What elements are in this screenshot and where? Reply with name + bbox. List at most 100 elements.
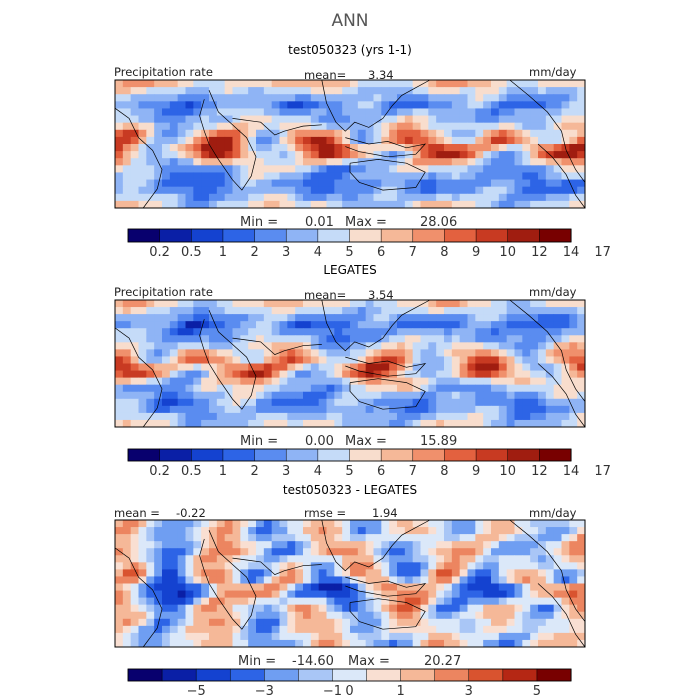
panel1-colorbar-tick-label: 8 — [440, 245, 448, 260]
panel2-grid-cell — [303, 363, 312, 371]
panel1-grid-cell — [365, 186, 374, 195]
panel1-map-frame — [114, 79, 586, 209]
panel2-grid-cell — [561, 384, 570, 393]
panel1-grid-cell — [412, 108, 421, 116]
panel1-grid-cell — [530, 136, 539, 145]
panel1-grid-cell — [232, 122, 241, 131]
panel2-grid-cell — [279, 391, 288, 400]
panel2-grid-cell — [130, 328, 139, 336]
panel2-grid-cell — [381, 377, 390, 386]
panel3-grid-cell — [224, 590, 233, 599]
panel2-grid-cell — [209, 356, 218, 364]
panel1-grid-cell — [498, 136, 508, 145]
panel2-grid-cell — [177, 377, 186, 386]
panel2-grid-cell — [538, 314, 547, 322]
panel3-grid-cell — [138, 618, 147, 627]
panel3-grid-cell — [389, 618, 398, 627]
panel1-grid-cell — [451, 144, 461, 152]
panel3-grid-cell — [154, 590, 163, 599]
panel3-grid-cell — [185, 583, 194, 591]
panel2-grid-cell — [256, 398, 265, 407]
panel1-grid-cell — [412, 158, 421, 166]
panel3-grid-cell — [263, 611, 273, 620]
panel1-grid-cell — [436, 151, 445, 159]
panel3-grid-cell — [177, 632, 186, 641]
panel1-grid-cell — [545, 136, 555, 145]
panel3-grid-cell — [216, 625, 226, 634]
panel1-grid-cell — [185, 122, 194, 131]
panel2-coastline — [349, 378, 426, 410]
panel3-grid-cell — [553, 520, 562, 528]
panel3-grid-cell — [389, 534, 398, 542]
panel3-grid-cell — [162, 569, 171, 577]
panel2-grid-cell — [412, 335, 421, 343]
panel2-grid-cell — [522, 405, 531, 414]
panel3-grid-cell — [475, 555, 484, 563]
panel2-colorbar-tick-label: 1 — [219, 464, 227, 479]
panel3-grid-cell — [436, 597, 445, 606]
panel3-grid-cell — [459, 597, 468, 606]
panel2-grid-cell — [451, 377, 461, 386]
panel3-grid-cell — [122, 562, 132, 570]
panel1-grid-cell — [451, 200, 461, 209]
panel1-grid-cell — [459, 172, 468, 180]
panel1-grid-cell — [538, 87, 547, 95]
panel3-grid-cell — [326, 541, 335, 549]
panel2-grid-cell — [436, 363, 445, 371]
page-title: ANN — [331, 11, 369, 31]
panel3-grid-cell — [310, 576, 320, 584]
panel1-grid-cell — [420, 108, 429, 116]
panel1-grid-cell — [162, 172, 171, 180]
panel2-grid-cell — [389, 384, 398, 393]
panel1-grid-cell — [467, 200, 476, 209]
panel2-grid-cell — [491, 363, 500, 371]
panel1-grid-cell — [444, 151, 453, 159]
panel3-grid-cell — [342, 632, 351, 641]
panel3-grid-cell — [271, 541, 280, 549]
panel3-grid-cell — [216, 576, 226, 584]
panel3-grid-cell — [357, 583, 367, 591]
panel3-grid-cell — [475, 618, 484, 627]
panel1-grid-cell — [498, 108, 508, 116]
panel2-grid-cell — [491, 398, 500, 407]
panel1-coastline — [321, 79, 431, 132]
panel3-grid-cell — [483, 597, 492, 606]
panel2-grid-cell — [444, 349, 453, 357]
panel3-grid-cell — [436, 520, 445, 528]
panel2-grid-cell — [451, 384, 461, 393]
panel1-grid-cell — [130, 101, 139, 109]
panel1-grid-cell — [177, 129, 186, 138]
panel2-grid-cell — [271, 398, 280, 407]
panel1-grid-cell — [185, 136, 194, 145]
panel3-grid-cell — [310, 625, 320, 634]
panel1-grid-cell — [232, 193, 241, 202]
panel2-grid-cell — [357, 321, 367, 329]
panel2-grid-cell — [224, 321, 233, 329]
panel3-grid-cell — [303, 639, 312, 648]
panel3-grid-cell — [295, 625, 304, 634]
panel3-grid-cell — [138, 597, 147, 606]
panel2-grid-cell — [491, 370, 500, 379]
panel3-grid-cell — [240, 569, 249, 577]
panel3-grid-cell — [545, 583, 555, 591]
panel1-grid-cell — [310, 158, 320, 166]
panel1-grid-cell — [193, 186, 202, 195]
panel2-grid-cell — [514, 419, 523, 428]
panel3-grid-cell — [451, 555, 461, 563]
panel3-grid-cell — [475, 569, 484, 577]
panel2-grid-cell — [154, 335, 163, 343]
panel1-grid-cell — [412, 186, 421, 195]
panel1-grid-cell — [483, 186, 492, 195]
panel3-grid-cell — [467, 541, 476, 549]
panel1-grid-cell — [357, 165, 367, 173]
panel1-grid-cell — [232, 151, 241, 159]
panel1-grid-cell — [122, 94, 132, 102]
panel2-grid-cell — [389, 356, 398, 364]
panel1-grid-cell — [287, 186, 296, 195]
panel1-grid-cell — [279, 158, 288, 166]
panel1-grid-cell — [169, 108, 179, 116]
panel2-grid-cell — [483, 384, 492, 393]
panel1-grid-cell — [350, 165, 359, 173]
panel2-grid-cell — [138, 412, 147, 421]
panel2-grid-cell — [412, 300, 421, 308]
